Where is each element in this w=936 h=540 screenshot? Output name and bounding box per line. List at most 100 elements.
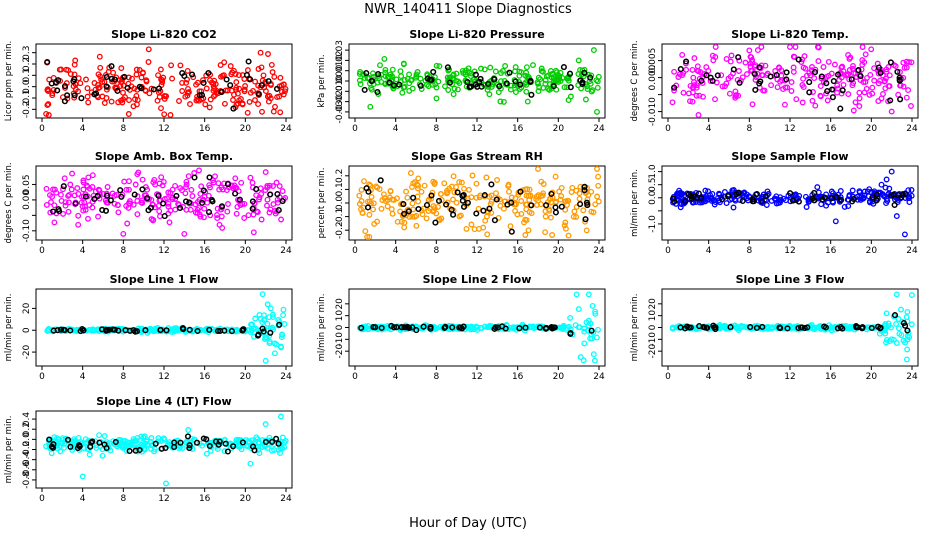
data-point [201,193,208,200]
data-point [108,98,115,105]
reference-point [189,71,196,78]
data-point [839,63,846,70]
data-point [588,88,595,95]
data-point [183,184,189,191]
data-point [400,60,407,67]
data-point [385,73,392,80]
reference-point [203,436,210,443]
data-point [831,61,838,68]
chart-title: Slope Li-820 CO2 [111,28,217,41]
data-point [272,103,278,110]
data-point [841,203,848,210]
data-point [276,319,283,325]
data-point [271,350,278,357]
data-point [516,72,523,79]
reference-point [215,441,222,448]
data-point [558,324,565,331]
data-point [134,197,141,204]
data-point [109,190,116,197]
data-point [126,186,132,193]
data-point [75,190,82,197]
reference-point [749,198,756,205]
data-point [760,87,767,94]
data-point [218,213,225,220]
data-point [241,215,248,221]
data-point [246,439,253,446]
data-point [182,93,189,100]
data-point [224,208,231,215]
data-point [862,51,869,58]
data-point [50,74,57,81]
data-point [754,47,761,54]
reference-point [550,83,557,90]
data-point [679,51,686,58]
reference-point [103,192,111,199]
reference-point [698,77,705,84]
outlier-point [787,44,793,50]
reference-point [472,81,479,88]
data-point [421,182,428,189]
data-point [356,77,363,84]
data-point [693,82,700,89]
data-point [712,44,719,50]
data-point [595,182,602,189]
reference-point [795,324,802,332]
y-tick-label: 0.03 [335,40,345,60]
y-tick-label: 0.2 [335,169,345,183]
data-point [866,91,873,98]
data-point [592,310,599,317]
y-tick-label: 0.2 [22,422,32,436]
data-point [540,181,547,187]
data-point [743,191,750,198]
data-point [496,196,503,203]
data-point [893,340,900,346]
data-point [67,71,74,77]
data-point [197,327,204,333]
reference-point [56,208,63,215]
data-point [93,444,100,451]
data-point [379,197,386,203]
reference-point [887,59,894,66]
reference-point [124,84,131,91]
reference-point [184,433,192,440]
data-point [194,209,201,216]
data-point [245,212,252,219]
data-point [388,206,395,213]
chart-title: Slope Li-820 Temp. [731,28,849,41]
data-point [276,183,283,190]
reference-point [239,439,246,446]
data-point [84,183,91,190]
data-point [455,78,462,85]
data-point [364,234,371,240]
data-point [523,81,530,88]
data-point [905,187,912,194]
data-point [558,193,565,200]
data-point [129,75,135,82]
data-point [212,173,218,180]
data-point [712,96,718,103]
data-point [441,180,448,187]
data-point [129,439,136,446]
reference-point [103,327,110,334]
data-point [358,186,365,193]
data-point [702,187,709,194]
data-point [488,198,495,205]
outlier-point [594,166,600,172]
data-point [278,216,285,223]
reference-point [50,208,57,215]
data-point [475,205,482,212]
data-point [155,72,162,79]
data-point [431,181,438,188]
data-point [98,76,105,83]
reference-point [517,188,524,195]
data-point [888,324,894,331]
reference-point [386,79,393,86]
data-point [274,94,281,101]
data-point [723,200,730,207]
data-point [562,225,569,232]
data-point [169,186,176,193]
reference-point [160,200,167,207]
data-point [370,206,377,213]
